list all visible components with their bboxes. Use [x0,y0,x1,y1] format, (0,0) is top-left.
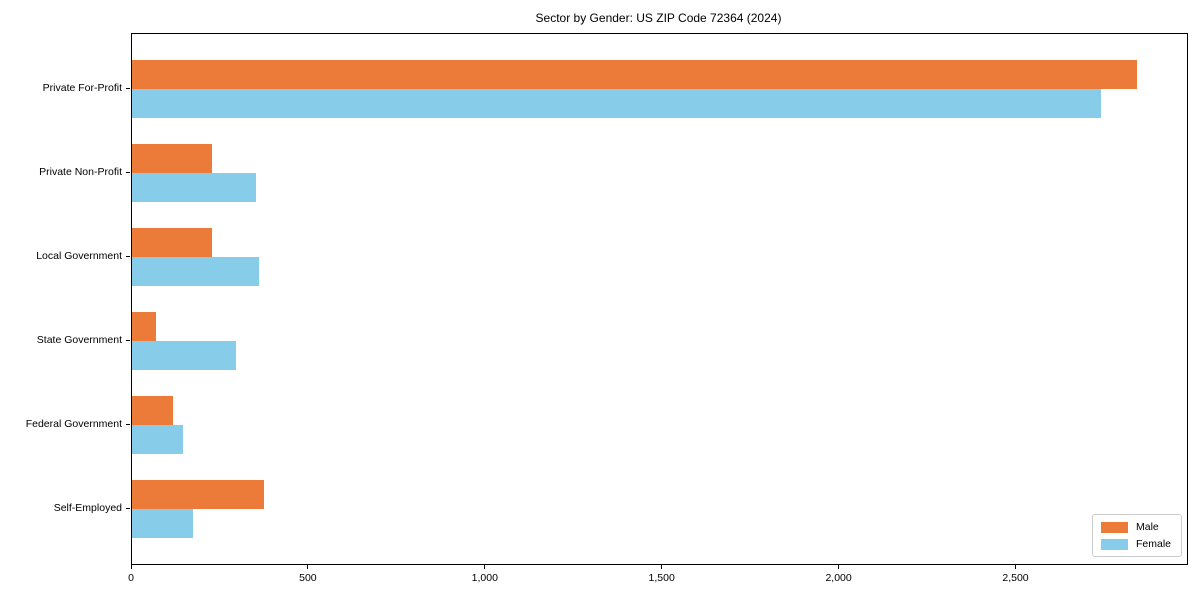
x-tick-mark-0 [130,565,132,569]
x-tick-mark-1000 [484,565,486,569]
x-tick-label-500: 500 [299,572,317,584]
y-tick-mark-private-for-profit [126,88,130,89]
x-tick-mark-2000 [838,565,840,569]
bar-female-local-government [132,257,260,286]
bar-female-federal-government [132,425,184,454]
x-tick-label-0: 0 [128,572,134,584]
y-tick-label-local-government: Local Government [36,250,122,262]
x-tick-label-2000: 2,000 [825,572,852,584]
legend-item-male: Male [1100,521,1171,533]
y-tick-mark-private-non-profit [126,172,130,173]
y-tick-label-federal-government: Federal Government [25,418,122,430]
legend: Male Female [1091,514,1182,557]
x-tick-label-1000: 1,000 [471,572,498,584]
bar-female-private-for-profit [132,89,1102,118]
legend-label-female: Female [1135,538,1171,550]
legend-label-male: Male [1135,521,1159,533]
y-tick-label-state-government: State Government [36,334,122,346]
bar-female-private-non-profit [132,173,256,202]
x-tick-mark-1500 [661,565,663,569]
legend-swatch-female-icon [1100,538,1128,550]
y-tick-mark-self-employed [126,508,130,509]
legend-item-female: Female [1100,538,1171,550]
bar-male-local-government [132,228,212,257]
x-tick-label-2500: 2,500 [1002,572,1029,584]
bar-male-private-non-profit [132,144,212,173]
bar-male-federal-government [132,396,173,425]
bar-male-self-employed [132,480,264,509]
bar-male-state-government [132,312,156,341]
y-tick-label-private-for-profit: Private For-Profit [42,82,122,94]
plot-area: Male Female [131,33,1188,565]
x-tick-mark-500 [307,565,309,569]
bar-male-private-for-profit [132,60,1137,89]
y-tick-mark-local-government [126,256,130,257]
y-tick-mark-federal-government [126,424,130,425]
bar-female-self-employed [132,509,193,538]
y-tick-label-private-non-profit: Private Non-Profit [39,166,122,178]
y-tick-label-self-employed: Self-Employed [53,502,122,514]
y-tick-mark-state-government [126,340,130,341]
x-tick-mark-2500 [1015,565,1016,569]
bar-female-state-government [132,341,237,370]
chart-title: Sector by Gender: US ZIP Code 72364 (202… [535,11,782,25]
x-tick-label-1500: 1,500 [648,572,675,584]
legend-swatch-male-icon [1100,521,1128,533]
